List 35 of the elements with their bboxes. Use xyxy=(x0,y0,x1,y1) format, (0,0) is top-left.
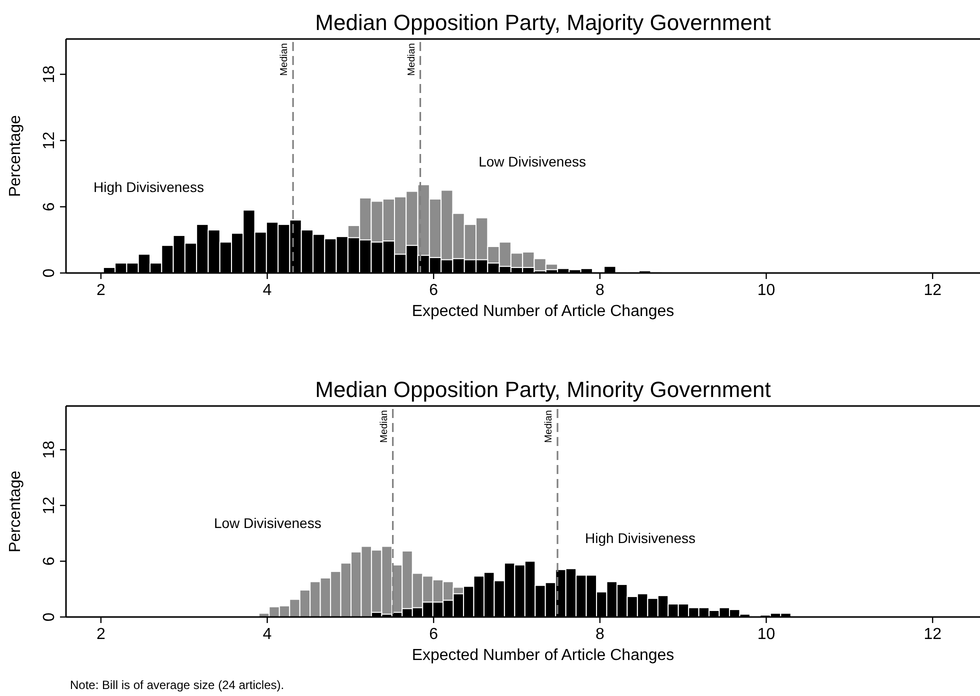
chart-title: Median Opposition Party, Majority Government xyxy=(315,10,771,35)
ref-line-label: Median xyxy=(378,410,390,443)
series-label: High Divisiveness xyxy=(585,530,696,546)
x-tick-label: 12 xyxy=(924,626,942,643)
y-axis-title: Percentage xyxy=(7,470,24,552)
y-tick-label: 6 xyxy=(41,202,58,212)
y-tick-label: 18 xyxy=(41,440,58,459)
x-tick-label: 4 xyxy=(262,626,272,643)
x-tick-label: 2 xyxy=(96,282,106,299)
x-axis-title: Expected Number of Article Changes xyxy=(412,647,674,664)
y-tick-label: 0 xyxy=(41,612,58,622)
y-axis-title: Percentage xyxy=(7,114,24,197)
x-tick-label: 6 xyxy=(429,282,438,299)
y-tick-label: 0 xyxy=(41,268,58,278)
x-tick-label: 12 xyxy=(924,282,942,299)
x-tick-label: 2 xyxy=(96,626,106,643)
chart-title: Median Opposition Party, Minority Government xyxy=(315,377,771,402)
x-axis-title: Expected Number of Article Changes xyxy=(412,303,674,320)
y-tick-label: 18 xyxy=(41,65,58,84)
x-tick-label: 4 xyxy=(262,282,272,299)
text: High Divisiveness xyxy=(93,178,204,195)
text: Note: Bill is of average size (24 articles). xyxy=(70,678,284,692)
x-tick-label: 8 xyxy=(595,626,604,643)
ref-line-label: Median xyxy=(279,43,290,76)
ref-line-label: Median xyxy=(406,43,418,76)
y-tick-label: 6 xyxy=(41,556,58,566)
text: Low Divisiveness xyxy=(214,515,322,532)
x-tick-label: 10 xyxy=(757,626,776,643)
y-tick-label: 12 xyxy=(41,132,58,150)
ref-line-label: Median xyxy=(544,410,555,443)
x-tick-label: 6 xyxy=(429,626,438,643)
x-tick-label: 8 xyxy=(595,282,604,299)
x-tick-label: 10 xyxy=(757,282,776,299)
text: Low Divisiveness xyxy=(478,153,586,170)
y-tick-label: 12 xyxy=(41,496,58,514)
